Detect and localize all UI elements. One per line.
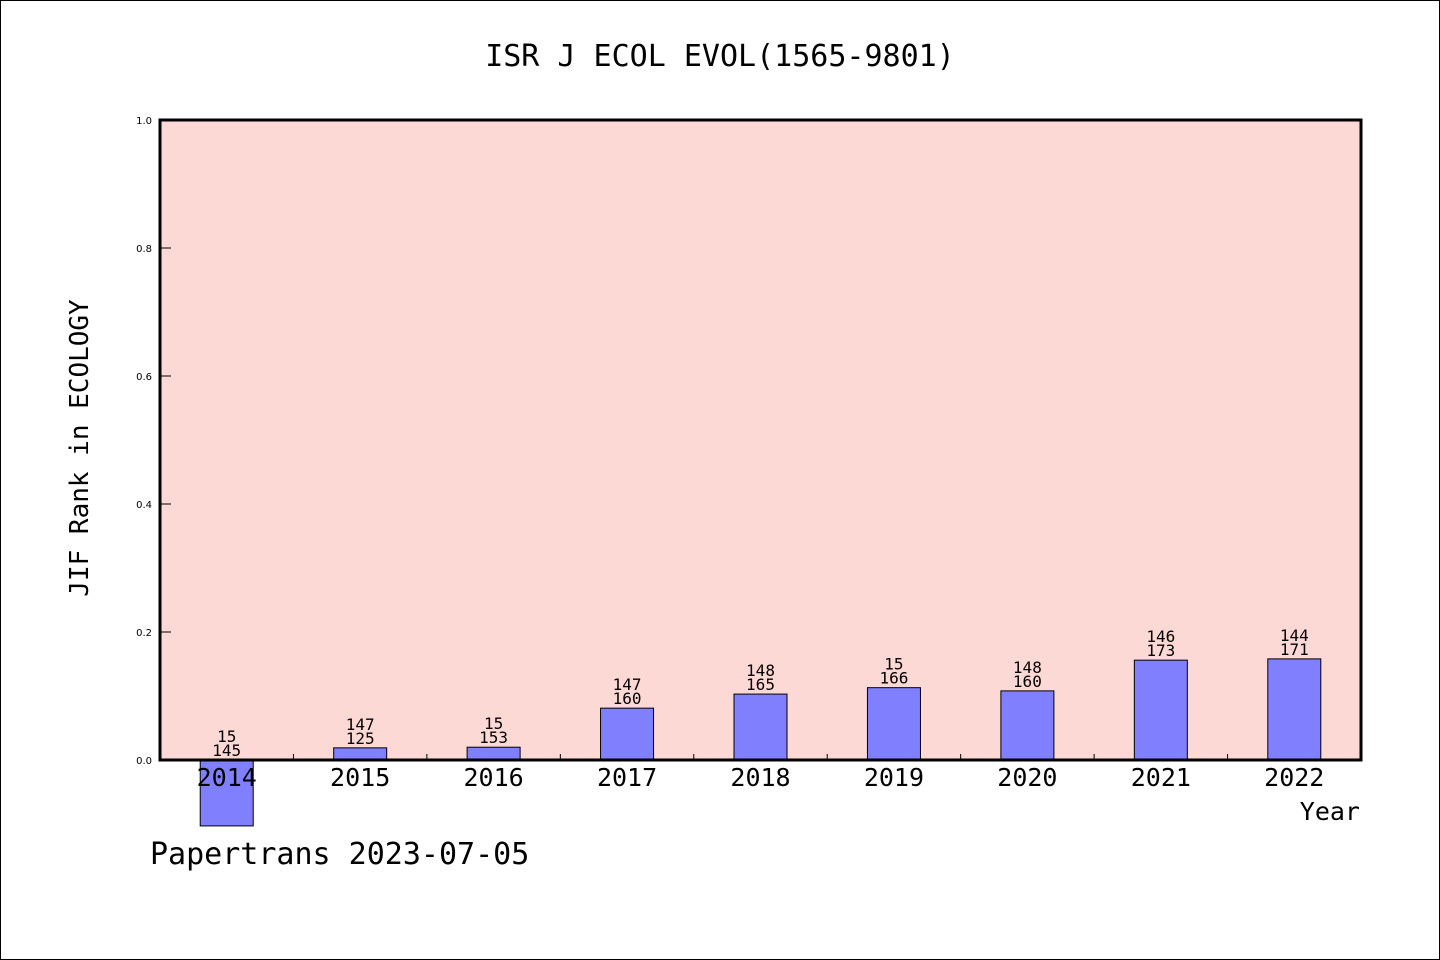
bar-2016 — [466, 746, 521, 761]
data-label-bottom: 160 — [1013, 672, 1042, 691]
bar-2021 — [1133, 659, 1188, 761]
data-label-bottom: 153 — [479, 728, 508, 747]
bar-2017 — [600, 707, 655, 761]
data-label-top: 15 — [484, 714, 503, 733]
data-label-bottom: 171 — [1280, 640, 1309, 659]
x-tick-label: 2016 — [464, 763, 524, 792]
data-label-top: 146 — [1146, 627, 1175, 646]
data-label-top: 148 — [1013, 658, 1042, 677]
x-tick-label: 2014 — [197, 763, 257, 792]
y-tick-label: 0.6 — [136, 372, 152, 383]
x-tick-label: 2017 — [597, 763, 657, 792]
data-label-top: 144 — [1280, 626, 1309, 645]
x-tick-label: 2019 — [864, 763, 924, 792]
bar-2022 — [1267, 658, 1322, 761]
footer-credit: Papertrans 2023-07-05 — [150, 837, 529, 872]
y-tick-label: 0.2 — [136, 628, 152, 639]
data-label-bottom: 165 — [746, 675, 775, 694]
y-tick-label: 0.8 — [136, 244, 152, 255]
ticks-group: 0.0 0.2 0.4 0.6 0.8 1.0 2014 2015 2016 2017 2018 20… — [136, 116, 1324, 792]
x-tick-label: 2021 — [1131, 763, 1191, 792]
chart-title: ISR J ECOL EVOL(1565-9801) — [485, 39, 955, 74]
bar-2019 — [866, 687, 921, 761]
data-label-bottom: 125 — [346, 729, 375, 748]
x-axis-label: Year — [1300, 797, 1360, 826]
plot-area — [160, 120, 1361, 760]
data-label-top: 147 — [346, 715, 375, 734]
data-label-top: 148 — [746, 661, 775, 680]
data-label-bottom: 160 — [613, 689, 642, 708]
x-tick-label: 2015 — [330, 763, 390, 792]
data-label-top: 147 — [613, 675, 642, 694]
x-tick-label: 2022 — [1264, 763, 1324, 792]
bar-2018 — [733, 693, 788, 761]
y-tick-label: 0.4 — [136, 500, 152, 511]
x-tick-label: 2020 — [997, 763, 1057, 792]
y-axis-label: JIF Rank in ECOLOGY — [65, 299, 95, 597]
bar-2020 — [1000, 690, 1055, 761]
y-tick-label: 1.0 — [136, 116, 152, 127]
data-label-bottom: 166 — [879, 669, 908, 688]
y-tick-label: 0.0 — [136, 756, 152, 767]
data-label-top: 15 — [217, 727, 236, 746]
data-label-bottom: 173 — [1146, 641, 1175, 660]
plot-border — [158, 118, 1363, 762]
data-label-top: 15 — [884, 655, 903, 674]
bar-2015 — [333, 747, 388, 761]
data-label-bottom: 145 — [212, 741, 241, 760]
x-tick-label: 2018 — [730, 763, 790, 792]
